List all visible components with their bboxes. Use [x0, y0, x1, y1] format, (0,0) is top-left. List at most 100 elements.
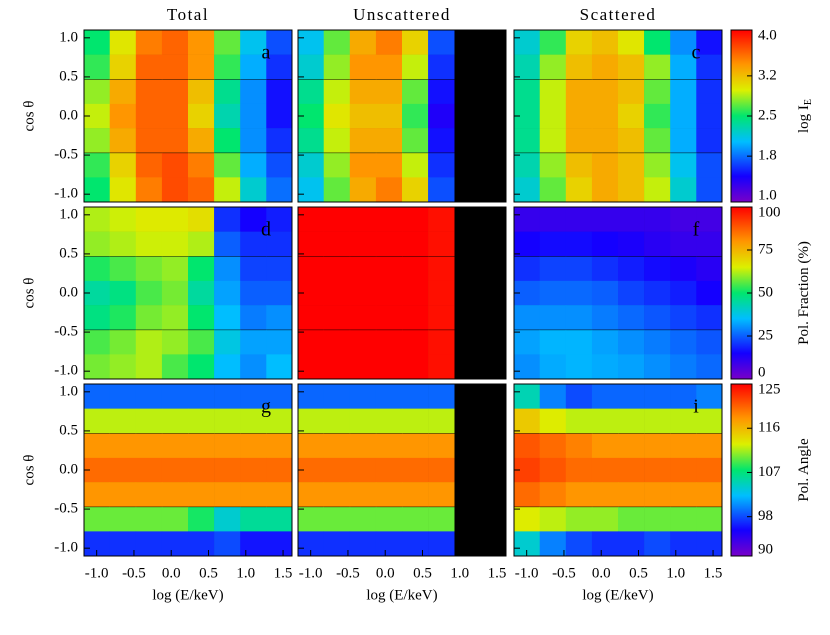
heat-cell	[349, 305, 377, 330]
heat-cell	[240, 128, 267, 153]
heat-cell	[696, 54, 723, 80]
heat-cell	[84, 256, 111, 282]
colorbar-label: Pol. Angle	[796, 438, 812, 502]
x-tick-label: 1.5	[488, 565, 507, 581]
heat-cell	[161, 433, 189, 459]
heat-cell	[402, 433, 429, 459]
heat-cell	[696, 207, 723, 232]
heat-cell	[428, 457, 455, 483]
heat-cell	[161, 305, 189, 330]
heat-cell	[109, 177, 137, 202]
heat-cell	[644, 384, 671, 409]
heat-cell	[109, 54, 137, 80]
heat-cell	[375, 305, 403, 330]
heat-cell	[618, 30, 645, 55]
heat-cell	[514, 30, 541, 55]
heat-cell	[298, 330, 325, 355]
y-axis-label: cos θ	[21, 101, 37, 132]
heat-cell	[539, 507, 567, 532]
heat-cell	[375, 408, 403, 434]
heat-cell	[161, 330, 189, 355]
colorbar-tick-label: 107	[758, 464, 781, 480]
heat-cell	[266, 408, 293, 434]
colorbar-tick-label: 50	[758, 284, 773, 300]
heat-cell	[565, 408, 593, 434]
heat-cell	[591, 330, 619, 355]
heat-cell	[618, 354, 645, 379]
heat-cell	[323, 280, 351, 306]
heat-cell	[670, 128, 697, 153]
x-axis-label: log (E/keV)	[152, 587, 223, 603]
heat-cell	[109, 207, 137, 232]
heat-cell	[323, 457, 351, 483]
heat-cell	[539, 79, 567, 105]
heat-cell	[214, 408, 241, 434]
heat-cell	[84, 330, 111, 355]
heat-cell	[402, 482, 429, 507]
heat-cell	[214, 79, 241, 105]
heat-cell	[84, 384, 111, 409]
heat-cell	[135, 354, 163, 379]
heat-cell	[298, 54, 325, 80]
heat-cell	[428, 384, 455, 409]
heat-cell	[188, 177, 215, 202]
heat-cell	[84, 153, 111, 178]
heat-cell	[298, 354, 325, 379]
x-tick-label: 1.5	[274, 565, 293, 581]
colorbar	[730, 383, 753, 557]
heat-cell	[161, 30, 189, 55]
heat-cell	[161, 482, 189, 507]
heat-cell	[428, 54, 455, 80]
heat-cell	[240, 482, 267, 507]
heat-cell	[539, 231, 567, 257]
heat-cell	[591, 79, 619, 105]
heat-cell	[161, 280, 189, 306]
heat-cell	[696, 482, 723, 507]
heat-cell	[565, 305, 593, 330]
heat-cell	[188, 79, 215, 105]
heat-cell	[644, 103, 671, 129]
heat-cell	[266, 54, 293, 80]
heat-cell	[135, 305, 163, 330]
heat-cell	[644, 330, 671, 355]
heat-cell	[266, 482, 293, 507]
x-tick-label: -1.0	[299, 565, 323, 581]
heat-cell	[161, 103, 189, 129]
heat-cell	[514, 384, 541, 409]
heat-cell	[514, 256, 541, 282]
heat-cell	[135, 30, 163, 55]
heat-cell	[565, 457, 593, 483]
heat-cell	[266, 231, 293, 257]
heat-cell	[323, 207, 351, 232]
heat-cell	[188, 330, 215, 355]
heat-cell	[84, 433, 111, 459]
heat-cell	[84, 507, 111, 532]
column-title: Unscattered	[353, 5, 451, 24]
heat-cell	[266, 128, 293, 153]
heat-cell	[298, 408, 325, 434]
heat-cell	[298, 384, 325, 409]
heat-cell	[539, 207, 567, 232]
heat-cell	[349, 207, 377, 232]
heat-cell	[514, 408, 541, 434]
heat-cell	[109, 79, 137, 105]
heat-cell	[349, 231, 377, 257]
colorbar-tick-label: 3.2	[758, 67, 777, 83]
heat-cell	[402, 330, 429, 355]
heat-cell	[214, 128, 241, 153]
heat-cell	[670, 482, 697, 507]
heat-cell	[349, 280, 377, 306]
heat-cell	[188, 103, 215, 129]
heat-cell	[514, 354, 541, 379]
heat-cell	[375, 103, 403, 129]
heat-cell	[644, 482, 671, 507]
heat-cell	[298, 433, 325, 459]
heat-cell	[298, 507, 325, 532]
heat-cell	[214, 384, 241, 409]
heat-cell	[539, 30, 567, 55]
heat-cell	[161, 457, 189, 483]
heat-cell	[84, 482, 111, 507]
colorbar-tick-label: 1.0	[758, 187, 777, 203]
heat-cell	[266, 280, 293, 306]
heat-cell	[109, 457, 137, 483]
